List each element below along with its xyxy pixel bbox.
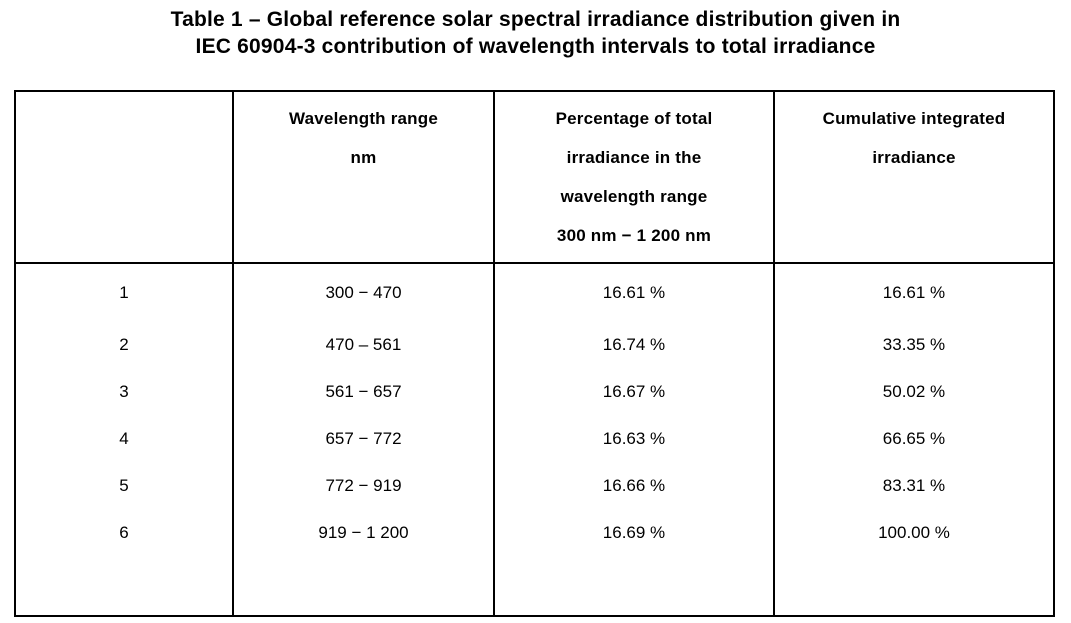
cell-percentage: 16.66 %	[493, 462, 775, 509]
cell-cumulative: 33.35 %	[773, 321, 1055, 368]
cell-cumulative: 16.61 %	[773, 263, 1055, 321]
cell-row-number: 1	[14, 263, 234, 321]
cell-row-number: 6	[14, 509, 234, 556]
cell-row-number: 3	[14, 368, 234, 415]
spacer-cell	[14, 556, 234, 617]
cell-row-number: 2	[14, 321, 234, 368]
cell-cumulative: 83.31 %	[773, 462, 1055, 509]
header-cumulative-line2: irradiance	[872, 148, 956, 167]
table-row: 1 300 − 470 16.61 % 16.61 %	[14, 263, 1055, 321]
spacer-cell	[232, 556, 495, 617]
cell-wavelength-range: 919 − 1 200	[232, 509, 495, 556]
table-spacer-row	[14, 556, 1055, 617]
irradiance-table: Wavelength range nm Percentage of total …	[14, 90, 1055, 617]
cell-wavelength-range: 657 − 772	[232, 415, 495, 462]
cell-percentage: 16.74 %	[493, 321, 775, 368]
spacer-cell	[773, 556, 1055, 617]
cell-wavelength-range: 470 – 561	[232, 321, 495, 368]
header-percentage-line3: wavelength range	[560, 187, 708, 206]
cell-cumulative: 50.02 %	[773, 368, 1055, 415]
table-header-row: Wavelength range nm Percentage of total …	[14, 90, 1055, 264]
table-row: 2 470 – 561 16.74 % 33.35 %	[14, 321, 1055, 368]
table-row: 3 561 − 657 16.67 % 50.02 %	[14, 368, 1055, 415]
cell-wavelength-range: 561 − 657	[232, 368, 495, 415]
table-caption-line2: IEC 60904-3 contribution of wavelength i…	[195, 35, 876, 58]
header-percentage-line1: Percentage of total	[555, 109, 713, 128]
header-cell-row-number	[14, 90, 234, 264]
header-cell-percentage: Percentage of total irradiance in the wa…	[493, 90, 775, 264]
header-percentage-line2: irradiance in the	[566, 148, 702, 167]
table-caption-line1: Table 1 – Global reference solar spectra…	[170, 8, 901, 31]
spacer-cell	[493, 556, 775, 617]
cell-percentage: 16.67 %	[493, 368, 775, 415]
table-caption: Table 1 – Global reference solar spectra…	[0, 6, 1071, 60]
cell-wavelength-range: 772 − 919	[232, 462, 495, 509]
table-row: 6 919 − 1 200 16.69 % 100.00 %	[14, 509, 1055, 556]
header-cell-wavelength-range: Wavelength range nm	[232, 90, 495, 264]
table-row: 4 657 − 772 16.63 % 66.65 %	[14, 415, 1055, 462]
header-cell-cumulative: Cumulative integrated irradiance	[773, 90, 1055, 264]
cell-row-number: 5	[14, 462, 234, 509]
header-cumulative-line1: Cumulative integrated	[822, 109, 1006, 128]
cell-percentage: 16.61 %	[493, 263, 775, 321]
header-percentage-line4: 300 nm − 1 200 nm	[556, 226, 712, 245]
cell-percentage: 16.69 %	[493, 509, 775, 556]
cell-row-number: 4	[14, 415, 234, 462]
header-wavelength-line1: Wavelength range	[289, 109, 438, 128]
table-row: 5 772 − 919 16.66 % 83.31 %	[14, 462, 1055, 509]
cell-cumulative: 66.65 %	[773, 415, 1055, 462]
cell-wavelength-range: 300 − 470	[232, 263, 495, 321]
cell-percentage: 16.63 %	[493, 415, 775, 462]
header-wavelength-line2: nm	[350, 148, 377, 167]
cell-cumulative: 100.00 %	[773, 509, 1055, 556]
